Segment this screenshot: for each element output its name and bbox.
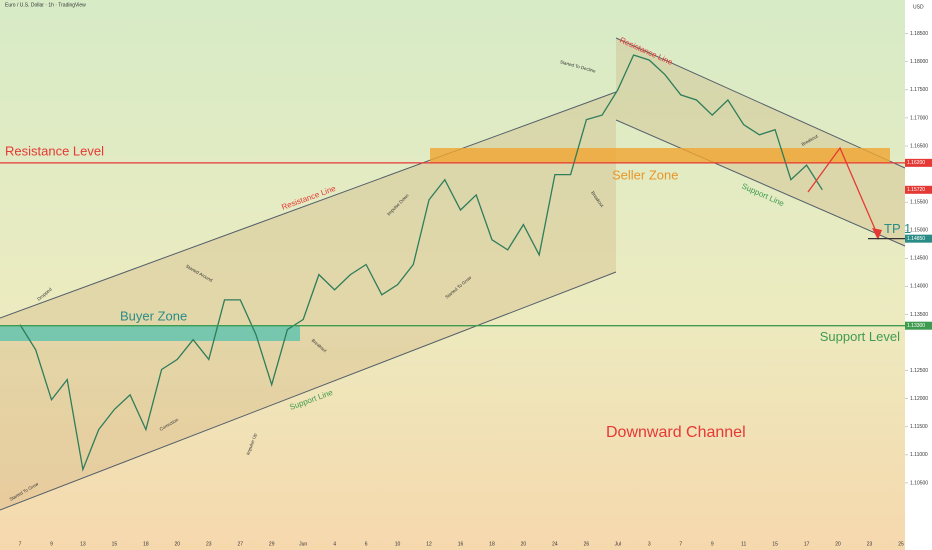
- x-tick-label: 27: [237, 541, 243, 547]
- level-label: Resistance Level: [5, 143, 104, 158]
- y-tick-label: 1.12000: [910, 396, 928, 402]
- y-tick-label: 1.11000: [910, 452, 928, 458]
- currency: USD: [913, 4, 924, 10]
- x-tick-label: 24: [552, 541, 558, 547]
- x-tick-label: 15: [772, 541, 778, 547]
- projection: [807, 146, 879, 237]
- target-tag: [905, 234, 932, 243]
- arrow-head: [872, 228, 882, 240]
- y-tick-label: 1.15000: [910, 228, 928, 234]
- target-tag-label: 1.14850: [907, 236, 925, 242]
- level-tag: [905, 158, 932, 167]
- channel-title: Downward Channel: [606, 424, 746, 441]
- y-tick-label: 1.16500: [910, 143, 928, 149]
- channel-line: [0, 271, 617, 511]
- x-tick-label: 23: [867, 541, 873, 547]
- x-tick-label: 9: [50, 541, 53, 547]
- y-tick-label: 1.11500: [910, 424, 928, 430]
- y-tick-label: 1.12500: [910, 368, 928, 374]
- y-tick-label: 1.14000: [910, 284, 928, 290]
- x-tick-label: 7: [679, 541, 682, 547]
- x-tick-label: 29: [269, 541, 275, 547]
- y-tick-label: 1.10500: [910, 480, 928, 486]
- x-tick-label: 6: [365, 541, 368, 547]
- x-tick-label: 3: [648, 541, 651, 547]
- y-tick-label: 1.18000: [910, 59, 928, 65]
- level-tag-label: 1.16200: [907, 160, 925, 166]
- x-tick-label: 7: [19, 541, 22, 547]
- level-label: Support Level: [820, 329, 900, 344]
- level-tag: [905, 321, 932, 330]
- seller-zone: [430, 148, 890, 163]
- x-tick-label: 20: [835, 541, 841, 547]
- x-tick-label: 10: [395, 541, 401, 547]
- x-tick-label: 16: [458, 541, 464, 547]
- x-tick-label: 20: [521, 541, 527, 547]
- channel-line: [615, 119, 906, 247]
- x-tick-label: 11: [741, 541, 746, 547]
- y-tick-label: 1.14500: [910, 256, 928, 262]
- x-tick-label: 20: [175, 541, 181, 547]
- background: [0, 0, 905, 550]
- x-tick-label: 17: [804, 541, 810, 547]
- price-axis: [905, 0, 932, 550]
- last-price-tag: [905, 185, 932, 194]
- rising-channel: [0, 92, 616, 510]
- x-tick-label: 18: [143, 541, 149, 547]
- target-label: TP 1: [884, 221, 911, 236]
- x-tick-label: Jul: [615, 541, 621, 547]
- price-line: [19, 54, 823, 472]
- y-tick-label: 1.18500: [910, 31, 928, 37]
- seller-zone-label: Seller Zone: [612, 167, 678, 182]
- channel-line: [615, 37, 906, 169]
- x-tick-label: 26: [584, 541, 590, 547]
- x-tick-label: 9: [711, 541, 714, 547]
- plot: [19, 54, 823, 472]
- level-tag-label: 1.13300: [907, 323, 925, 329]
- buyer-zone: [0, 326, 300, 341]
- buyer-zone-label: Buyer Zone: [120, 308, 187, 323]
- y-tick-label: 1.17000: [910, 115, 928, 121]
- x-tick-label: Jun: [299, 541, 307, 547]
- symbol: Euro / U.S. Dollar · 1h · TradingView: [5, 2, 86, 8]
- x-tick-label: 25: [898, 541, 904, 547]
- x-tick-label: 23: [206, 541, 212, 547]
- x-tick-label: 15: [112, 541, 118, 547]
- downward-channel: [616, 38, 905, 246]
- last-price-tag-label: 1.15720: [907, 187, 925, 193]
- channel-line: [0, 91, 617, 319]
- x-tick-label: 4: [333, 541, 336, 547]
- y-tick-label: 1.17500: [910, 87, 928, 93]
- x-tick-label: 13: [80, 541, 86, 547]
- y-tick-label: 1.15500: [910, 199, 928, 205]
- x-tick-label: 18: [489, 541, 495, 547]
- y-tick-label: 1.13500: [910, 312, 928, 318]
- x-tick-label: 12: [426, 541, 432, 547]
